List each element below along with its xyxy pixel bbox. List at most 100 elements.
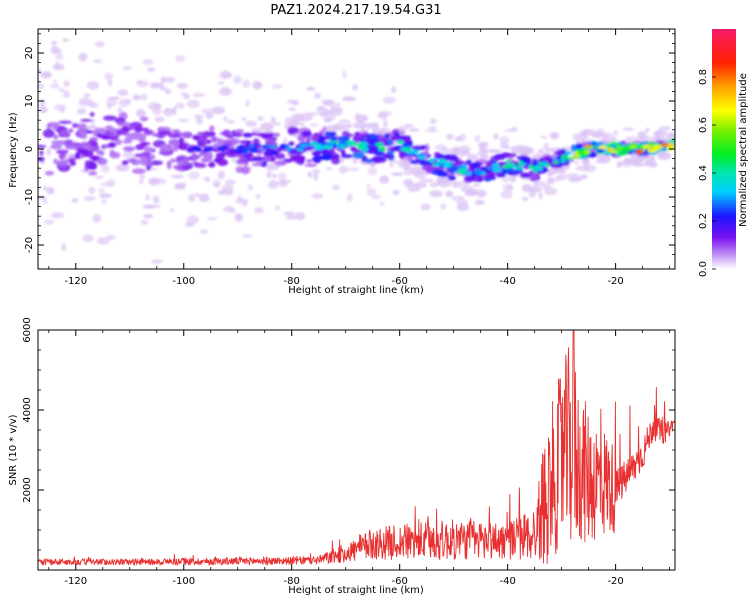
spectrogram-cell bbox=[440, 203, 446, 210]
spectrogram-cell bbox=[382, 96, 397, 105]
spectrogram-cell bbox=[209, 125, 215, 132]
spectrogram-cell bbox=[346, 140, 355, 144]
spectrogram-cell bbox=[89, 155, 101, 161]
spectrogram-cell bbox=[398, 151, 405, 160]
spectrogram-cell bbox=[528, 186, 542, 193]
spectrogram-cell bbox=[211, 135, 217, 143]
spectrogram-cell bbox=[55, 48, 63, 57]
spectrogram-cell bbox=[429, 190, 443, 198]
spectrogram-cell bbox=[273, 132, 280, 137]
spectrogram-cell bbox=[582, 150, 591, 155]
spectrogram-cell bbox=[430, 169, 444, 176]
spectrogram-y-tick-label: -20 bbox=[24, 237, 35, 253]
spectrogram-cell bbox=[51, 123, 59, 131]
spectrogram-cell bbox=[345, 142, 353, 147]
spectrogram-cell bbox=[242, 79, 251, 88]
spectrogram-cell bbox=[481, 171, 487, 176]
spectrogram-cell bbox=[249, 148, 259, 153]
spectrogram-cell bbox=[390, 135, 399, 142]
spectrogram-cell bbox=[97, 237, 110, 245]
spectrogram-cell bbox=[306, 159, 312, 163]
spectrogram-cell bbox=[392, 189, 400, 196]
spectrogram-cell bbox=[174, 55, 186, 62]
spectrogram-cell bbox=[351, 149, 363, 153]
spectrogram-cell bbox=[582, 159, 590, 166]
spectrogram-cell bbox=[575, 149, 583, 153]
spectrogram-cell bbox=[147, 204, 161, 209]
spectrogram-cell bbox=[192, 92, 206, 97]
spectrogram-cell bbox=[183, 94, 190, 100]
spectrogram-cell bbox=[153, 178, 167, 185]
spectrogram-cell bbox=[341, 96, 356, 102]
spectrogram-cell bbox=[624, 136, 639, 140]
spectrogram-cell bbox=[383, 133, 391, 139]
spectrogram-cell bbox=[191, 147, 201, 152]
spectrogram-cell bbox=[242, 132, 253, 138]
spectrogram-cell bbox=[224, 190, 234, 196]
spectrogram-cell bbox=[50, 144, 63, 150]
spectrogram-cell bbox=[467, 155, 479, 159]
spectrogram-cell bbox=[386, 150, 395, 155]
spectrogram-cell bbox=[64, 139, 74, 146]
colorbar-gradient bbox=[712, 29, 736, 269]
spectrogram-cell bbox=[247, 184, 254, 191]
spectrogram-cell bbox=[145, 194, 150, 202]
spectrogram-cell bbox=[472, 182, 481, 188]
spectrogram-cell bbox=[599, 132, 614, 136]
spectrogram-cell bbox=[277, 172, 287, 181]
spectrogram-cell bbox=[222, 129, 231, 137]
spectrogram-cell bbox=[395, 160, 409, 165]
spectrogram-cell bbox=[362, 142, 368, 147]
spectrogram-cell bbox=[274, 205, 281, 211]
snr-y-tick-label: 6000 bbox=[22, 317, 33, 342]
spectrogram-cell bbox=[186, 215, 199, 225]
spectrogram-cell bbox=[568, 157, 575, 160]
spectrogram-cell bbox=[391, 172, 404, 177]
spectrogram-cell bbox=[311, 193, 323, 199]
spectrogram-cell bbox=[197, 131, 204, 136]
spectrogram-cell bbox=[616, 145, 623, 151]
spectrogram-cell bbox=[519, 172, 531, 179]
spectrogram-cell bbox=[300, 122, 305, 126]
spectrogram-cell bbox=[561, 154, 569, 159]
spectrogram-cell bbox=[117, 107, 123, 114]
spectrogram-cell bbox=[634, 144, 644, 149]
spectrogram-cell bbox=[285, 215, 299, 220]
spectrogram-cell bbox=[326, 124, 340, 132]
spectrogram-cell bbox=[143, 129, 153, 136]
spectrogram-cell bbox=[424, 143, 430, 153]
spectrogram-cell bbox=[248, 144, 255, 148]
spectrogram-cell bbox=[583, 144, 592, 148]
spectrogram-cell bbox=[457, 145, 471, 154]
spectrogram-cell bbox=[54, 55, 65, 60]
spectrogram-cell bbox=[542, 147, 553, 151]
spectrogram-cell bbox=[566, 172, 579, 177]
spectrogram-cell bbox=[78, 143, 92, 148]
spectrogram-cell bbox=[242, 147, 252, 152]
spectrogram-cell bbox=[307, 171, 313, 178]
spectrogram-cell bbox=[334, 102, 342, 107]
spectrogram-cell bbox=[217, 148, 228, 152]
spectrogram-cell bbox=[642, 144, 652, 149]
colorbar-tick-label: 0.0 bbox=[698, 261, 709, 277]
spectrogram-cell bbox=[296, 148, 304, 152]
spectrogram-cell bbox=[94, 127, 107, 135]
spectrogram-cell bbox=[46, 186, 54, 195]
colorbar-label: Normalized spectral amplitude bbox=[738, 73, 749, 227]
spectrogram-cell bbox=[654, 132, 661, 141]
spectrogram-cell bbox=[416, 155, 427, 159]
spectrogram-cell bbox=[94, 175, 105, 180]
spectrogram-cell bbox=[165, 146, 172, 151]
spectrogram-cell bbox=[632, 163, 645, 167]
spectrogram-y-axis: -20 -10 0 10 20 bbox=[24, 33, 675, 256]
spectrogram-cell bbox=[177, 160, 184, 166]
spectrogram-cell bbox=[206, 217, 218, 221]
snr-x-axis: -120 -100 -80 -60 -40 -20 bbox=[48, 330, 671, 587]
spectrogram-cell bbox=[531, 158, 538, 162]
spectrogram-cell bbox=[425, 167, 434, 174]
spectrogram-cell bbox=[229, 208, 236, 214]
spectrogram-cell bbox=[205, 139, 212, 145]
spectrogram-cell bbox=[366, 183, 371, 188]
spectrogram-cell bbox=[438, 158, 447, 164]
spectrogram-cell bbox=[206, 151, 213, 159]
